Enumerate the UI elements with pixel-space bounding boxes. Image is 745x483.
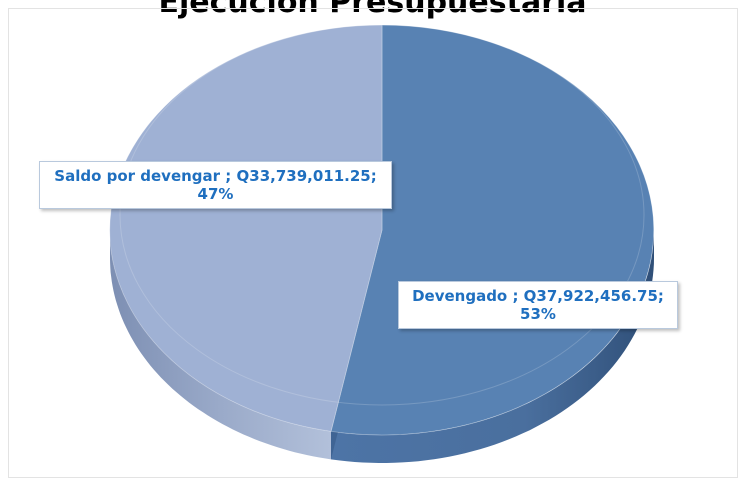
chart-title: Ejecución Presupuestaria — [158, 0, 587, 20]
pie-side-saldo-por-devengar — [110, 230, 331, 460]
plot-area — [8, 8, 738, 478]
slice-label-saldo: Saldo por devengar ; Q33,739,011.25; 47% — [39, 161, 392, 209]
pie-side-devengado — [331, 230, 654, 463]
pie-slice-saldo-por-devengar — [109, 24, 383, 432]
slice-label-saldo-text: Saldo por devengar ; Q33,739,011.25; 47% — [54, 167, 377, 203]
slice-label-devengado: Devengado ; Q37,922,456.75; 53% — [398, 281, 678, 329]
pie-slice-devengado — [330, 24, 655, 436]
slice-label-devengado-text: Devengado ; Q37,922,456.75; 53% — [412, 287, 664, 323]
